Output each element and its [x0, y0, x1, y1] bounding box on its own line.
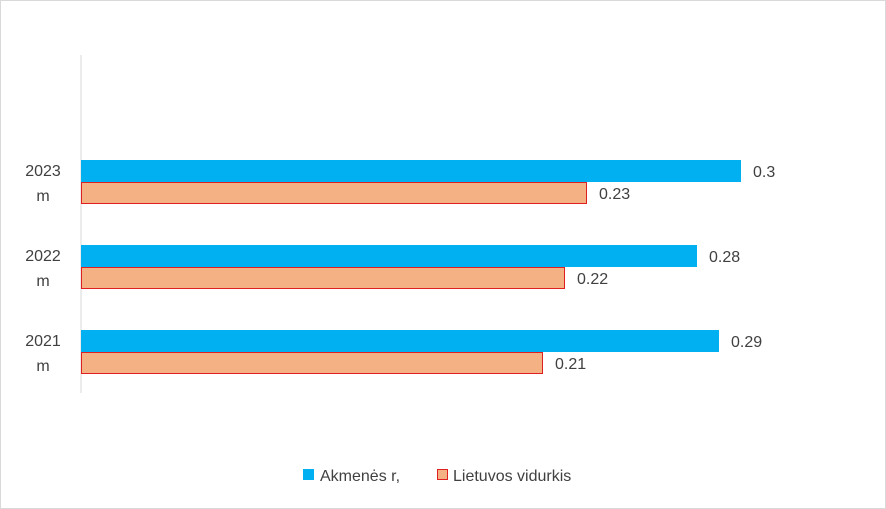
bar-series-1-category-1	[81, 267, 565, 289]
bar-series-1-category-2	[81, 352, 543, 374]
legend-swatch-series-1	[437, 469, 448, 480]
y-tick-label-line1: 2023	[25, 163, 61, 180]
data-label-series-0-category-0: 0.3	[753, 164, 775, 181]
y-tick-label-line1: 2021	[25, 333, 61, 350]
data-label-series-0-category-1: 0.28	[709, 249, 740, 266]
y-tick-label-line2: m	[36, 358, 49, 375]
data-label-series-1-category-0: 0.23	[599, 186, 630, 203]
bar-series-0-category-2	[81, 330, 719, 352]
data-label-series-0-category-2: 0.29	[731, 334, 762, 351]
y-tick-label-line2: m	[36, 188, 49, 205]
legend: Akmenės r, Lietuvos vidurkis	[303, 468, 571, 485]
legend-label-series-1: Lietuvos vidurkis	[453, 468, 571, 485]
bar-series-1-category-0	[81, 182, 587, 204]
bar-series-0-category-1	[81, 245, 697, 267]
data-label-series-1-category-1: 0.22	[577, 271, 608, 288]
y-tick-label-1: 2022 m	[25, 248, 61, 290]
y-tick-label-0: 2023 m	[25, 163, 61, 205]
legend-swatch-series-0	[303, 469, 314, 480]
y-tick-label-2: 2021 m	[25, 333, 61, 375]
legend-label-series-0: Akmenės r,	[320, 468, 400, 485]
data-label-series-1-category-2: 0.21	[555, 356, 586, 373]
y-tick-label-line1: 2022	[25, 248, 61, 265]
bar-series-0-category-0	[81, 160, 741, 182]
y-tick-label-line2: m	[36, 273, 49, 290]
